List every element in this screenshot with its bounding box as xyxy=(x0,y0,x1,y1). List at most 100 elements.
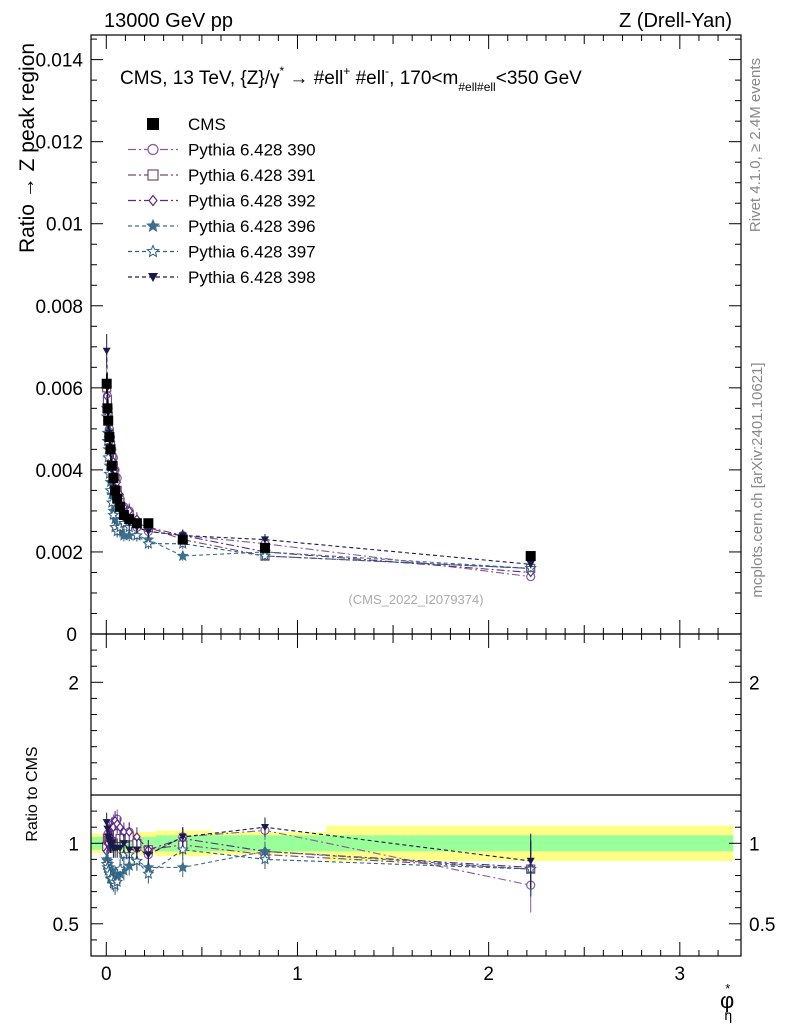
main-y-tick-label: 0.008 xyxy=(35,297,83,318)
main-plot-area xyxy=(100,333,537,582)
ratio-point xyxy=(116,822,125,833)
title-plus: + xyxy=(343,64,350,78)
main-y-tick-label: 0.006 xyxy=(35,379,83,400)
ratio-bands xyxy=(91,825,734,862)
mcplots-credit-label: mcplots.cern.ch [arXiv:2401.10621] xyxy=(749,362,766,597)
legend-marker xyxy=(148,194,158,207)
legend-label: Pythia 6.428 398 xyxy=(188,268,316,287)
main-y-tick-label: 0.01 xyxy=(46,215,83,236)
ratio-y-tick-label: 1 xyxy=(68,834,79,855)
ratio-y-tick-label: 2 xyxy=(68,673,79,694)
x-tick-label: 1 xyxy=(292,964,303,985)
mc-point xyxy=(176,549,189,562)
ratio-point xyxy=(142,867,155,879)
mc-point xyxy=(130,529,143,541)
title-arrow: → xyxy=(284,68,314,89)
legend-label: Pythia 6.428 392 xyxy=(188,192,316,211)
header-right: Z (Drell-Yan) xyxy=(619,10,732,32)
ratio-point xyxy=(125,827,134,837)
ratio-y-tick-label-right: 0.5 xyxy=(749,915,775,936)
ratio-y-tick-label: 0.5 xyxy=(53,915,79,936)
ratio-axis-ticks: 0.5 0.5 1 1 2 2 0 1 2 3 xyxy=(53,634,775,985)
ratio-plot-area xyxy=(100,809,537,913)
cms-data-point xyxy=(131,518,142,529)
legend-label: Pythia 6.428 391 xyxy=(188,166,316,185)
ratio-point xyxy=(526,857,535,866)
legend-label: CMS xyxy=(188,115,226,134)
series-line-pythia-6.428-390 xyxy=(106,383,531,578)
title-ell-1: #ell xyxy=(314,68,344,89)
main-y-tick-label-zero: 0 xyxy=(66,625,77,646)
ratio-point xyxy=(111,875,124,888)
ratio-point xyxy=(178,833,187,841)
ratio-panel: 0.5 0.5 1 1 2 2 0 1 2 3 xyxy=(53,633,775,985)
series-line-pythia-6.428-396 xyxy=(106,408,531,569)
main-panel: 0.002 0.004 0.006 0.008 0.01 0.012 0.014 0 CMS,… xyxy=(35,34,742,646)
cms-data-point xyxy=(525,551,536,562)
legend-label: Pythia 6.428 396 xyxy=(188,217,316,236)
ratio-point xyxy=(258,853,271,865)
ratio-point xyxy=(176,861,189,873)
ratio-point xyxy=(260,824,269,832)
analysis-watermark: (CMS_2022_I2079374) xyxy=(348,592,483,607)
ratio-point xyxy=(176,843,189,855)
cms-data-point xyxy=(103,415,114,426)
legend-marker xyxy=(147,169,159,181)
title-range-b: <350 GeV xyxy=(496,68,582,89)
x-tick-label: 2 xyxy=(483,964,494,985)
cms-data-point xyxy=(118,510,129,521)
legend-marker xyxy=(148,273,158,282)
mc-point xyxy=(258,549,271,562)
legend-label: Pythia 6.428 397 xyxy=(188,243,316,262)
main-y-tick-label: 0.012 xyxy=(35,133,83,154)
ratio-y-label: Ratio to CMS xyxy=(24,746,41,841)
series-line-pythia-6.428-392 xyxy=(106,395,531,574)
cms-data-point xyxy=(108,473,119,484)
cms-data-point xyxy=(115,501,126,512)
stat-uncertainty-band xyxy=(211,835,327,852)
main-y-tick-label: 0.004 xyxy=(35,461,83,482)
mc-point xyxy=(142,537,155,549)
title-range-a: , 170<m xyxy=(389,68,458,89)
legend-marker xyxy=(146,218,160,232)
ratio-point xyxy=(130,854,143,867)
series-line-pythia-6.428-397 xyxy=(106,416,531,569)
mc-point xyxy=(260,536,269,544)
x-tick-label: 0 xyxy=(101,964,112,985)
x-label-eta: η xyxy=(724,1007,732,1023)
cms-data-point xyxy=(259,542,270,553)
ratio-point xyxy=(132,846,141,854)
x-tick-label: 3 xyxy=(675,964,686,985)
main-axis-ticks: 0.002 0.004 0.006 0.008 0.01 0.012 0.014 0 xyxy=(35,35,741,646)
mc-point xyxy=(107,508,120,521)
cms-data-point xyxy=(110,485,121,496)
series-line-pythia-6.428-391 xyxy=(106,387,531,569)
ratio-y-tick-label-right: 2 xyxy=(749,673,760,694)
ratio-point xyxy=(116,844,125,853)
legend-label: Pythia 6.428 390 xyxy=(188,141,316,160)
title-subscript: #ell#ell xyxy=(458,80,495,94)
cms-data-point xyxy=(112,493,123,504)
title-star: * xyxy=(279,64,284,78)
mc-point xyxy=(102,347,111,355)
ratio-point xyxy=(123,859,136,871)
title-minus: - xyxy=(385,64,389,78)
main-y-tick-label: 0.002 xyxy=(35,543,83,564)
ratio-point xyxy=(114,862,127,875)
main-y-tick-label: 0.014 xyxy=(35,51,83,72)
ratio-line-pythia-6.428-391 xyxy=(106,829,531,870)
mc-point xyxy=(144,528,153,536)
cms-data-point xyxy=(102,403,113,414)
title-ell-2: #ell xyxy=(350,68,385,89)
cms-data-point xyxy=(101,378,112,389)
cms-data-point xyxy=(105,444,116,455)
x-label-star: * xyxy=(725,981,730,996)
cms-data-point xyxy=(106,460,117,471)
x-label-phi: φ xyxy=(720,988,734,1013)
title-prefix: CMS, 13 TeV, {Z}/γ xyxy=(120,68,280,89)
cms-data-point xyxy=(124,514,135,525)
header-left: 13000 GeV pp xyxy=(104,10,233,32)
ratio-point xyxy=(144,851,153,859)
ratio-point xyxy=(102,819,111,827)
